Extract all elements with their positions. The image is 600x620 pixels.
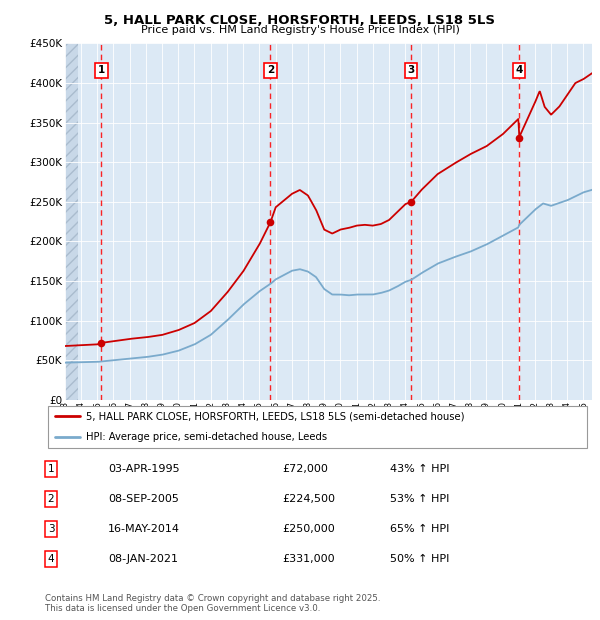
Text: 2: 2	[47, 494, 55, 504]
Text: £331,000: £331,000	[282, 554, 335, 564]
Text: Price paid vs. HM Land Registry's House Price Index (HPI): Price paid vs. HM Land Registry's House …	[140, 25, 460, 35]
Text: 08-JAN-2021: 08-JAN-2021	[108, 554, 178, 564]
Text: 4: 4	[515, 65, 523, 75]
Text: 53% ↑ HPI: 53% ↑ HPI	[390, 494, 449, 504]
Text: 50% ↑ HPI: 50% ↑ HPI	[390, 554, 449, 564]
Text: £72,000: £72,000	[282, 464, 328, 474]
Bar	[65, 43, 78, 400]
Text: 5, HALL PARK CLOSE, HORSFORTH, LEEDS, LS18 5LS (semi-detached house): 5, HALL PARK CLOSE, HORSFORTH, LEEDS, LS…	[86, 412, 464, 422]
Text: 16-MAY-2014: 16-MAY-2014	[108, 524, 180, 534]
Text: 3: 3	[47, 524, 55, 534]
Text: 65% ↑ HPI: 65% ↑ HPI	[390, 524, 449, 534]
Text: 3: 3	[407, 65, 415, 75]
Text: Contains HM Land Registry data © Crown copyright and database right 2025.
This d: Contains HM Land Registry data © Crown c…	[45, 594, 380, 613]
Text: HPI: Average price, semi-detached house, Leeds: HPI: Average price, semi-detached house,…	[86, 432, 327, 442]
Text: 5, HALL PARK CLOSE, HORSFORTH, LEEDS, LS18 5LS: 5, HALL PARK CLOSE, HORSFORTH, LEEDS, LS…	[104, 14, 496, 27]
Text: 43% ↑ HPI: 43% ↑ HPI	[390, 464, 449, 474]
Text: 03-APR-1995: 03-APR-1995	[108, 464, 179, 474]
Text: £250,000: £250,000	[282, 524, 335, 534]
Text: £224,500: £224,500	[282, 494, 335, 504]
Text: 1: 1	[47, 464, 55, 474]
FancyBboxPatch shape	[48, 405, 587, 448]
Text: 4: 4	[47, 554, 55, 564]
Text: 1: 1	[98, 65, 105, 75]
Text: 08-SEP-2005: 08-SEP-2005	[108, 494, 179, 504]
Text: 2: 2	[267, 65, 274, 75]
